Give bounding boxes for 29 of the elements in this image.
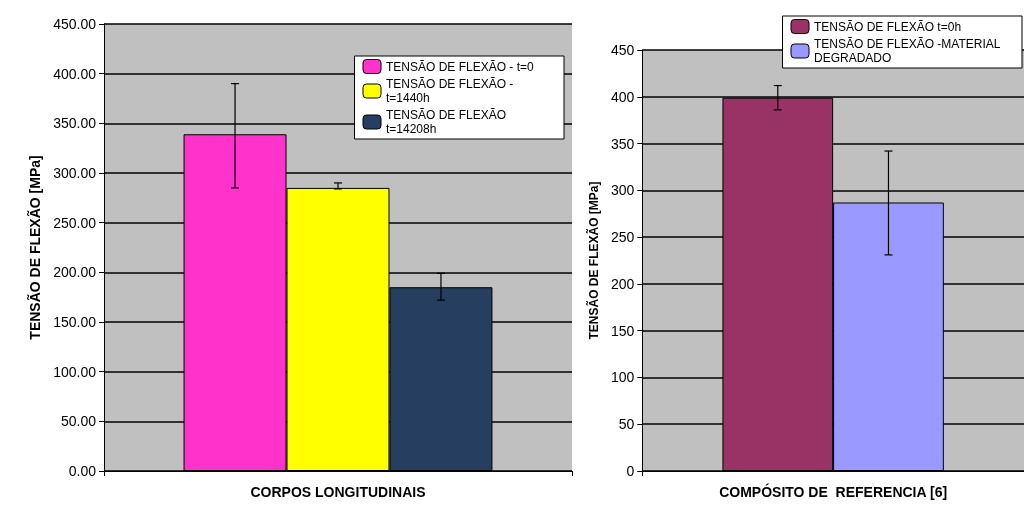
y-tick-label: 450 bbox=[610, 42, 635, 58]
y-tick-label: 150.00 bbox=[53, 314, 97, 330]
y-tick-label: 400.00 bbox=[53, 65, 97, 82]
y-tick-label: 250 bbox=[610, 229, 635, 246]
y-tick-label: 400 bbox=[610, 88, 635, 105]
y-tick-label: 200 bbox=[610, 275, 635, 292]
y-tick-label: 250.00 bbox=[53, 214, 97, 231]
x-tick-label: CORPOS LONGITUDINAIS bbox=[250, 484, 426, 500]
legend-label: TENSÃO DE FLEXÃO - t=0 bbox=[386, 59, 535, 74]
y-tick-label: 50 bbox=[618, 416, 635, 433]
y-tick-label: 100 bbox=[610, 369, 635, 386]
legend-label: TENSÃO DE FLEXÃO t=14208h bbox=[386, 108, 510, 136]
y-tick-label: 350.00 bbox=[53, 115, 97, 132]
y-tick-label: 350 bbox=[610, 135, 635, 152]
y-tick-label: 150 bbox=[610, 322, 635, 339]
y-axis-title: TENSÃO DE FLEXÃO [MPa] bbox=[26, 155, 43, 340]
legend-label: TENSÃO DE FLEXÃO -MATERIAL DEGRADADO bbox=[814, 37, 1004, 65]
y-tick-label: 450.00 bbox=[53, 16, 97, 32]
x-tick-label: COMPÓSITO DE REFERENCIA [6] bbox=[719, 483, 948, 500]
y-tick-label: 300 bbox=[610, 182, 635, 199]
y-tick-label: 200.00 bbox=[53, 264, 97, 281]
y-axis-title: TENSÃO DE FLEXÃO [MPa] bbox=[586, 181, 601, 340]
y-tick-label: 100.00 bbox=[53, 363, 97, 380]
legend-label: TENSÃO DE FLEXÃO - t=1440h bbox=[386, 77, 517, 105]
y-tick-label: 50.00 bbox=[60, 413, 97, 430]
legend-label: TENSÃO DE FLEXÃO t=0h bbox=[814, 19, 962, 34]
y-tick-label: 0.00 bbox=[68, 463, 97, 479]
y-tick-label: 0 bbox=[626, 463, 635, 479]
y-tick-label: 300.00 bbox=[53, 165, 97, 181]
